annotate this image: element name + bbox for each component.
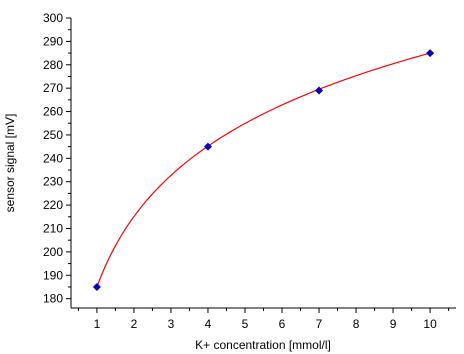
y-tick-label: 290	[43, 34, 63, 48]
fit-curve	[96, 52, 431, 288]
x-tick-label: 5	[242, 317, 249, 331]
y-tick-label: 190	[43, 268, 63, 282]
x-axis-ticks: 1 2 3 4 5 6 7 8 9 10	[77, 308, 450, 331]
data-points	[92, 49, 435, 291]
y-axis-ticks: 180 190 200 210 220 230 240 250 260 270 280 290 300	[43, 11, 71, 306]
data-point	[426, 49, 435, 58]
data-point	[92, 282, 101, 291]
y-tick-label: 270	[43, 81, 63, 95]
y-tick-label: 230	[43, 175, 63, 189]
y-tick-label: 180	[43, 292, 63, 306]
y-tick-label: 240	[43, 151, 63, 165]
x-tick-label: 6	[279, 317, 286, 331]
y-tick-label: 210	[43, 221, 63, 235]
y-tick-label: 220	[43, 198, 63, 212]
y-axis-label: sensor signal [mV]	[3, 114, 17, 213]
x-tick-label: 4	[205, 317, 212, 331]
y-tick-label: 280	[43, 58, 63, 72]
x-tick-label: 3	[168, 317, 175, 331]
x-tick-label: 10	[423, 317, 437, 331]
x-tick-label: 8	[353, 317, 360, 331]
x-tick-label: 7	[316, 317, 323, 331]
plot-area: 180190200210220230240250260270280290300 …	[43, 11, 456, 331]
data-point	[203, 142, 212, 151]
x-tick-label: 2	[131, 317, 138, 331]
y-tick-label: 250	[43, 128, 63, 142]
y-tick-label: 300	[43, 11, 63, 25]
data-point	[315, 86, 324, 95]
x-axis-label: K+ concentration [mmol/l]	[195, 338, 331, 352]
y-tick-label: 260	[43, 105, 63, 119]
x-tick-label: 1	[94, 317, 101, 331]
x-tick-label: 9	[390, 317, 397, 331]
y-tick-label: 200	[43, 245, 63, 259]
